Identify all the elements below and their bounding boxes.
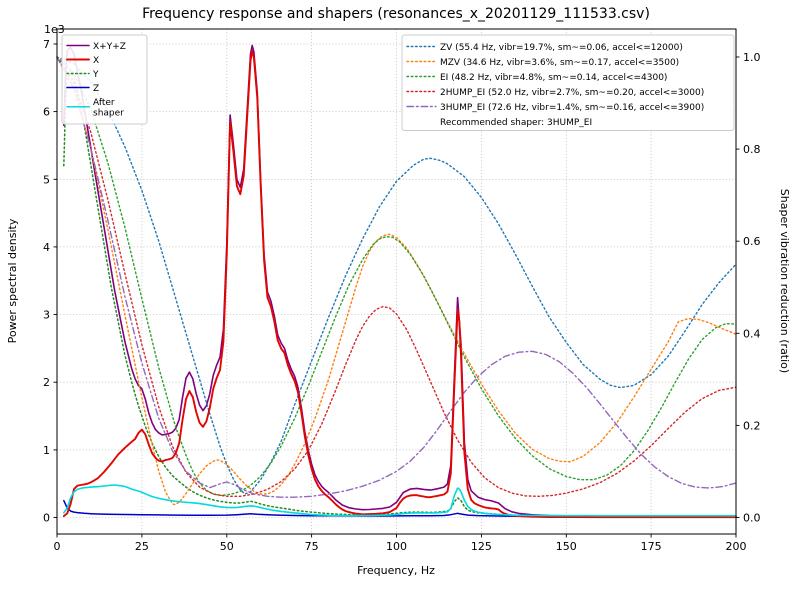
legend-shapers: ZV (55.4 Hz, vibr=19.7%, sm~=0.06, accel…: [401, 34, 735, 131]
chart-plot: 0 25 50 75 100 125 150 175 200 0 1 2 3 4 5 6 7 0.0 0.2 0.4 0…: [43, 28, 761, 553]
x-tick-label: 150: [556, 540, 577, 553]
y-left-tick-label: 1: [43, 444, 50, 457]
x-tick-label: 50: [220, 540, 234, 553]
legend-label-mzv: MZV (34.6 Hz, vibr=3.6%, sm~=0.17, accel…: [440, 58, 679, 68]
y-axis-label-right: Shaper vibration reduction (ratio): [778, 189, 791, 373]
series-line-zv: [56, 56, 737, 495]
legend-label-after-shaper: shaper: [93, 109, 124, 119]
y-left-tick-label: 0: [43, 512, 50, 525]
series-line-z: [63, 499, 737, 518]
legend-label-ei: EI (48.2 Hz, vibr=4.8%, sm~=0.14, accel<…: [440, 73, 667, 83]
y-left-tick-label: 6: [43, 106, 50, 119]
x-tick-label: 25: [135, 540, 149, 553]
series-line-x: [62, 49, 737, 519]
legend-label-3hump-ei: 3HUMP_EI (72.6 Hz, vibr=1.4%, sm~=0.16, …: [440, 103, 704, 113]
y-left-tick-label: 5: [43, 173, 50, 186]
legend-label-zv: ZV (55.4 Hz, vibr=19.7%, sm~=0.06, accel…: [440, 43, 683, 53]
legend-label-y: Y: [92, 70, 99, 80]
y-right-tick-label: 1.0: [743, 51, 761, 64]
x-tick-label: 200: [726, 540, 747, 553]
x-tick-label: 75: [305, 540, 319, 553]
y-left-tick-label: 4: [43, 241, 50, 254]
y-axis-label-left: Power spectral density: [6, 218, 19, 343]
legend-recommended-note: Recommended shaper: 3HUMP_EI: [440, 118, 592, 128]
y-right-tick-label: 0.0: [743, 512, 761, 525]
y-left-tick-label: 2: [43, 376, 50, 389]
legend-shapers-box: [401, 34, 735, 131]
x-axis-label: Frequency, Hz: [357, 564, 435, 577]
legend-psd-box: [61, 34, 148, 125]
legend-label-x: X: [93, 56, 99, 66]
legend-label-after-shaper: After: [93, 98, 115, 108]
series-line-y: [63, 70, 737, 518]
y-right-tick-label: 0.4: [743, 327, 761, 340]
y-right-tick-label: 0.2: [743, 419, 761, 432]
y-right-tick-label: 0.6: [743, 235, 761, 248]
series-line-ei: [56, 56, 737, 497]
y-left-tick-label: 3: [43, 309, 50, 322]
chart-title: Frequency response and shapers (resonanc…: [142, 6, 650, 22]
axis-offset-label: 1e3: [44, 23, 65, 36]
legend-label-z: Z: [93, 84, 99, 94]
x-tick-label: 125: [471, 540, 492, 553]
x-tick-label: 175: [641, 540, 662, 553]
legend-label-2hump-ei: 2HUMP_EI (52.0 Hz, vibr=2.7%, sm~=0.20, …: [440, 88, 704, 98]
x-tick-label: 100: [386, 540, 407, 553]
y-left-tick-label: 7: [43, 38, 50, 51]
y-right-tick-label: 0.8: [743, 143, 761, 156]
series-line-2hump-ei: [56, 56, 737, 497]
series-line-3hump-ei: [56, 56, 737, 498]
series-line-after-shaper: [62, 484, 737, 517]
legend-label-x-y-z: X+Y+Z: [93, 42, 126, 52]
series-line-mzv: [56, 56, 737, 506]
x-tick-label: 0: [54, 540, 61, 553]
